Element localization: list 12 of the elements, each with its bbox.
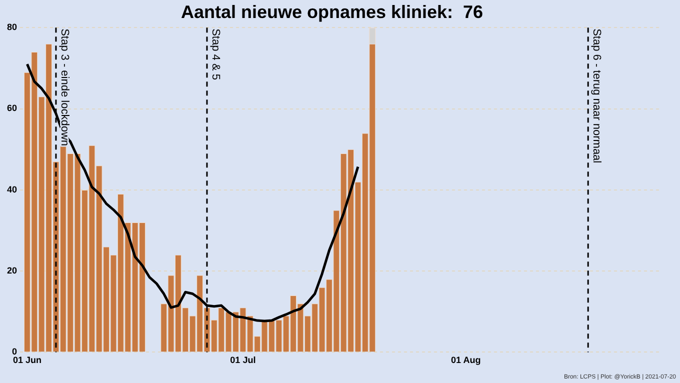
x-tick-label: 01 Aug [451,355,481,366]
y-tick-label: 0 [12,346,18,357]
ref-line-label: Stap 4 & 5 [209,28,222,80]
y-tick-label: 60 [6,103,18,114]
chart-title: Aantal nieuwe opnames kliniek: 76 [180,2,484,22]
ref-line-label: Stap 6 - terug naar normaal [590,28,603,164]
y-tick-label: 40 [6,184,18,194]
ref-line-label: Stap 3 - einde lockdown [58,28,70,146]
x-tick-label: 01 Jun [12,355,42,366]
y-tick-label: 20 [6,266,18,276]
x-tick-label: 01 Jul [230,355,256,366]
y-tick-label: 80 [6,22,18,32]
